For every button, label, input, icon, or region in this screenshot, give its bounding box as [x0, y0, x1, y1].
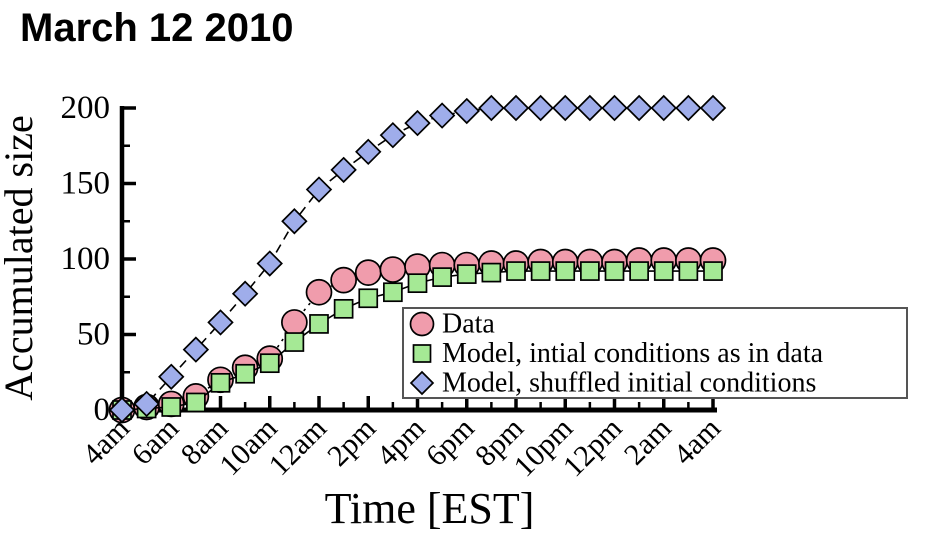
data-point	[330, 156, 357, 184]
y-tick-label: 100	[61, 241, 111, 277]
data-point	[281, 309, 308, 336]
data-point	[552, 94, 579, 122]
data-point	[235, 363, 255, 384]
data-point	[354, 259, 382, 286]
data-point	[555, 261, 576, 281]
data-point	[330, 266, 357, 294]
series-model-intial-conditions-as-in-data	[112, 261, 723, 420]
y-tick-label: 200	[61, 90, 111, 126]
data-point	[601, 94, 628, 122]
data-point	[305, 176, 333, 203]
data-point	[456, 264, 477, 284]
data-point	[284, 332, 305, 352]
data-point	[407, 273, 428, 294]
data-point	[309, 314, 329, 334]
data-point	[502, 94, 530, 122]
data-point	[186, 392, 206, 413]
x-axis-title: Time [EST]	[325, 484, 535, 533]
data-point	[158, 363, 185, 390]
data-point	[527, 94, 554, 122]
data-point	[699, 94, 727, 122]
data-point	[259, 353, 280, 374]
legend-label: Data	[442, 309, 495, 340]
x-tick-label: 6pm	[420, 412, 481, 473]
legend-marker-diamond	[409, 370, 435, 396]
data-point	[182, 336, 210, 363]
x-tick-label: 4am	[667, 412, 727, 472]
y-axis-title: Accumulated size	[0, 115, 41, 400]
data-point	[333, 298, 354, 319]
data-point	[580, 261, 600, 281]
legend-box	[402, 307, 908, 399]
data-point	[133, 390, 160, 418]
data-point	[358, 288, 379, 309]
data-point	[161, 397, 182, 417]
data-point	[478, 94, 505, 122]
data-point	[650, 94, 677, 122]
data-point	[404, 109, 431, 137]
data-point	[506, 261, 526, 281]
data-point	[481, 262, 502, 283]
x-tick-label: 4pm	[370, 412, 431, 473]
series-model-shuffled-initial-conditions	[108, 94, 727, 424]
data-point	[379, 121, 407, 149]
data-point	[281, 208, 308, 235]
data-point	[428, 102, 456, 129]
data-point	[256, 250, 283, 277]
y-tick-label: 50	[77, 317, 110, 353]
data-point	[379, 256, 407, 283]
x-tick-label: 2am	[618, 412, 678, 472]
x-tick-label: 2pm	[321, 412, 382, 473]
data-point	[210, 372, 231, 393]
data-point	[231, 280, 259, 307]
data-point	[530, 261, 551, 281]
data-point	[305, 278, 333, 306]
data-point	[207, 309, 234, 336]
legend-marker-circle	[409, 311, 435, 337]
data-point	[629, 261, 649, 281]
data-point	[604, 261, 625, 281]
data-point	[576, 94, 604, 122]
data-point	[355, 138, 382, 165]
x-tick-label: 6am	[125, 412, 185, 472]
data-point	[453, 97, 480, 125]
legend-label: Model, intial conditions as in data	[442, 338, 824, 369]
data-point	[383, 282, 403, 303]
data-point	[432, 267, 452, 287]
data-point	[675, 94, 702, 122]
legend-label: Model, shuffled initial conditions	[442, 368, 816, 399]
data-point	[653, 261, 674, 281]
y-tick-label: 150	[61, 166, 111, 202]
data-point	[625, 94, 653, 122]
data-point	[108, 396, 136, 424]
chart-title: March 12 2010	[20, 6, 294, 50]
legend-marker-square	[412, 344, 432, 363]
y-tick-label: 0	[94, 392, 111, 428]
data-point	[703, 261, 723, 281]
data-point	[678, 261, 699, 281]
